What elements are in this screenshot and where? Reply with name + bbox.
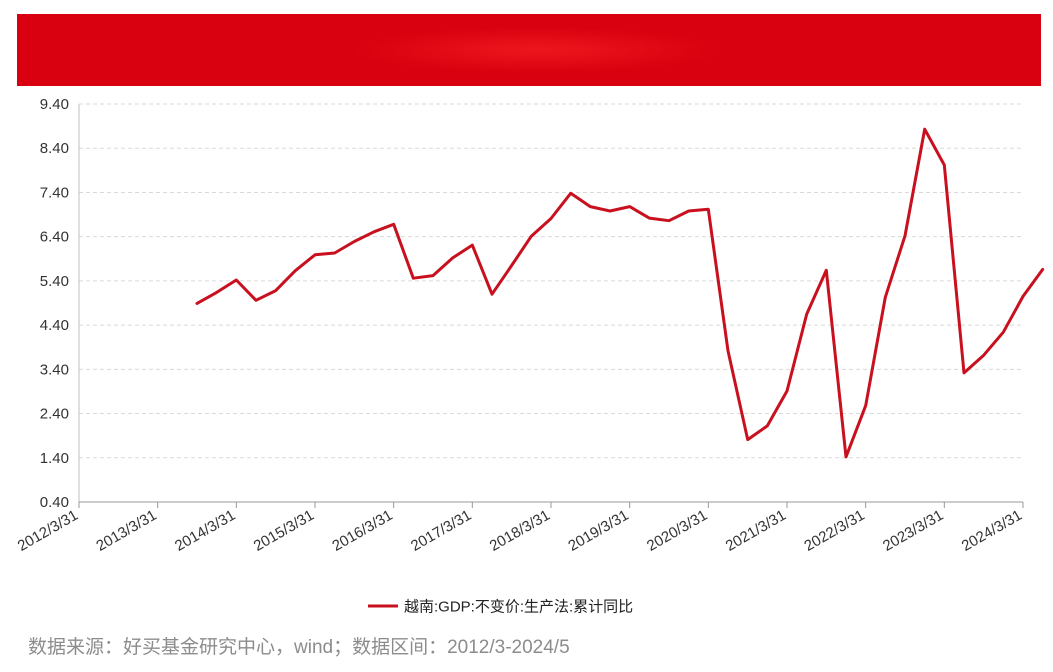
x-tick-label: 2019/3/31 — [565, 507, 631, 555]
legend-label: 越南:GDP:不变价:生产法:累计同比 — [404, 599, 633, 616]
x-tick-label: 2016/3/31 — [329, 507, 395, 555]
x-axis: 2012/3/31 2013/3/31 2014/3/31 2015/3/31 2016… — [15, 501, 1025, 555]
grid-lines — [79, 103, 1023, 459]
y-tick-label: 0.40 — [40, 494, 69, 511]
x-tick-label: 2017/3/31 — [408, 507, 474, 555]
x-tick-label: 2014/3/31 — [172, 507, 238, 555]
x-tick-label: 2012/3/31 — [15, 507, 81, 555]
x-tick-label: 2018/3/31 — [487, 507, 553, 555]
y-tick-label: 1.40 — [40, 450, 69, 467]
banner-glow — [347, 26, 727, 74]
y-tick-label: 7.40 — [40, 184, 69, 201]
y-tick-label: 5.40 — [40, 273, 69, 290]
y-tick-label: 6.40 — [40, 229, 69, 246]
y-tick-label: 4.40 — [40, 317, 69, 334]
x-tick-label: 2015/3/31 — [251, 507, 317, 555]
x-tick-label: 2022/3/31 — [801, 507, 867, 555]
y-tick-label: 2.40 — [40, 406, 69, 423]
legend: 越南:GDP:不变价:生产法:累计同比 — [368, 599, 633, 616]
y-tick-label: 8.40 — [40, 140, 69, 157]
y-axis: 9.40 8.40 7.40 6.40 5.40 4.40 3.40 2.40 1.40 0.40 — [40, 96, 80, 511]
x-tick-label: 2024/3/31 — [959, 507, 1025, 555]
header-banner — [17, 14, 1041, 86]
y-tick-label: 9.40 — [40, 96, 69, 113]
x-tick-label: 2021/3/31 — [723, 507, 789, 555]
source-note: 数据来源：好买基金研究中心，wind；数据区间：2012/3-2024/5 — [28, 637, 570, 658]
x-tick-label: 2013/3/31 — [93, 507, 159, 555]
x-tick-label: 2020/3/31 — [644, 507, 710, 555]
series-line-0 — [195, 127, 1045, 459]
x-tick-label: 2023/3/31 — [880, 507, 946, 555]
y-tick-label: 3.40 — [40, 361, 69, 378]
series-layer — [195, 127, 1045, 459]
